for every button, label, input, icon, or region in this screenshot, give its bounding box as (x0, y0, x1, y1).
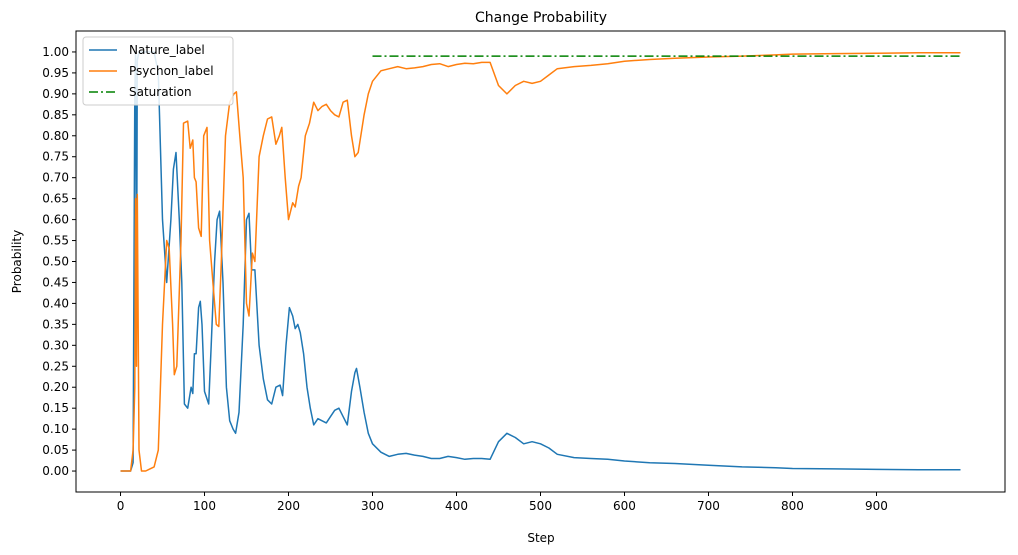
y-tick-label: 0.00 (42, 464, 69, 478)
y-tick-label: 0.65 (42, 192, 69, 206)
legend: Nature_label Psychon_label Saturation (82, 36, 234, 106)
x-tick-label: 0 (117, 499, 125, 513)
x-tick-label: 400 (445, 499, 468, 513)
x-tick-label: 800 (781, 499, 804, 513)
chart-title: Change Probability (475, 10, 607, 26)
series-line-nature-label (120, 51, 961, 472)
y-axis: 0.00 0.05 0.10 0.15 0.20 0.25 0.30 0.35 0.40 0.45… (42, 45, 76, 478)
x-tick-label: 300 (361, 499, 384, 513)
y-tick-label: 0.35 (42, 317, 69, 331)
y-tick-label: 0.45 (42, 275, 69, 289)
legend-label: Saturation (129, 85, 192, 99)
x-tick-label: 200 (277, 499, 300, 513)
y-tick-label: 0.55 (42, 234, 69, 248)
x-tick-label: 600 (613, 499, 636, 513)
y-tick-label: 0.25 (42, 359, 69, 373)
y-tick-label: 0.75 (42, 150, 69, 164)
y-tick-label: 0.60 (42, 213, 69, 227)
y-tick-label: 0.20 (42, 380, 69, 394)
y-tick-label: 1.00 (42, 45, 69, 59)
x-tick-label: 500 (529, 499, 552, 513)
series-line-psychon-label (120, 52, 961, 472)
y-tick-label: 0.40 (42, 296, 69, 310)
y-tick-label: 0.10 (42, 422, 69, 436)
x-axis-label: Step (527, 531, 554, 545)
legend-label: Nature_label (129, 43, 205, 57)
x-tick-label: 900 (865, 499, 888, 513)
y-tick-label: 0.95 (42, 66, 69, 80)
y-tick-label: 0.15 (42, 401, 69, 415)
x-axis: 0 100 200 300 400 500 600 700 800 900 (117, 492, 888, 513)
y-tick-label: 0.05 (42, 443, 69, 457)
y-tick-label: 0.30 (42, 338, 69, 352)
plot-area (120, 51, 961, 472)
x-tick-label: 100 (193, 499, 216, 513)
y-tick-label: 0.90 (42, 87, 69, 101)
y-tick-label: 0.80 (42, 129, 69, 143)
x-tick-label: 700 (697, 499, 720, 513)
legend-box (82, 36, 234, 106)
legend-label: Psychon_label (129, 64, 214, 78)
y-tick-label: 0.85 (42, 108, 69, 122)
y-tick-label: 0.70 (42, 171, 69, 185)
y-axis-label: Probability (10, 230, 24, 293)
y-tick-label: 0.50 (42, 255, 69, 269)
